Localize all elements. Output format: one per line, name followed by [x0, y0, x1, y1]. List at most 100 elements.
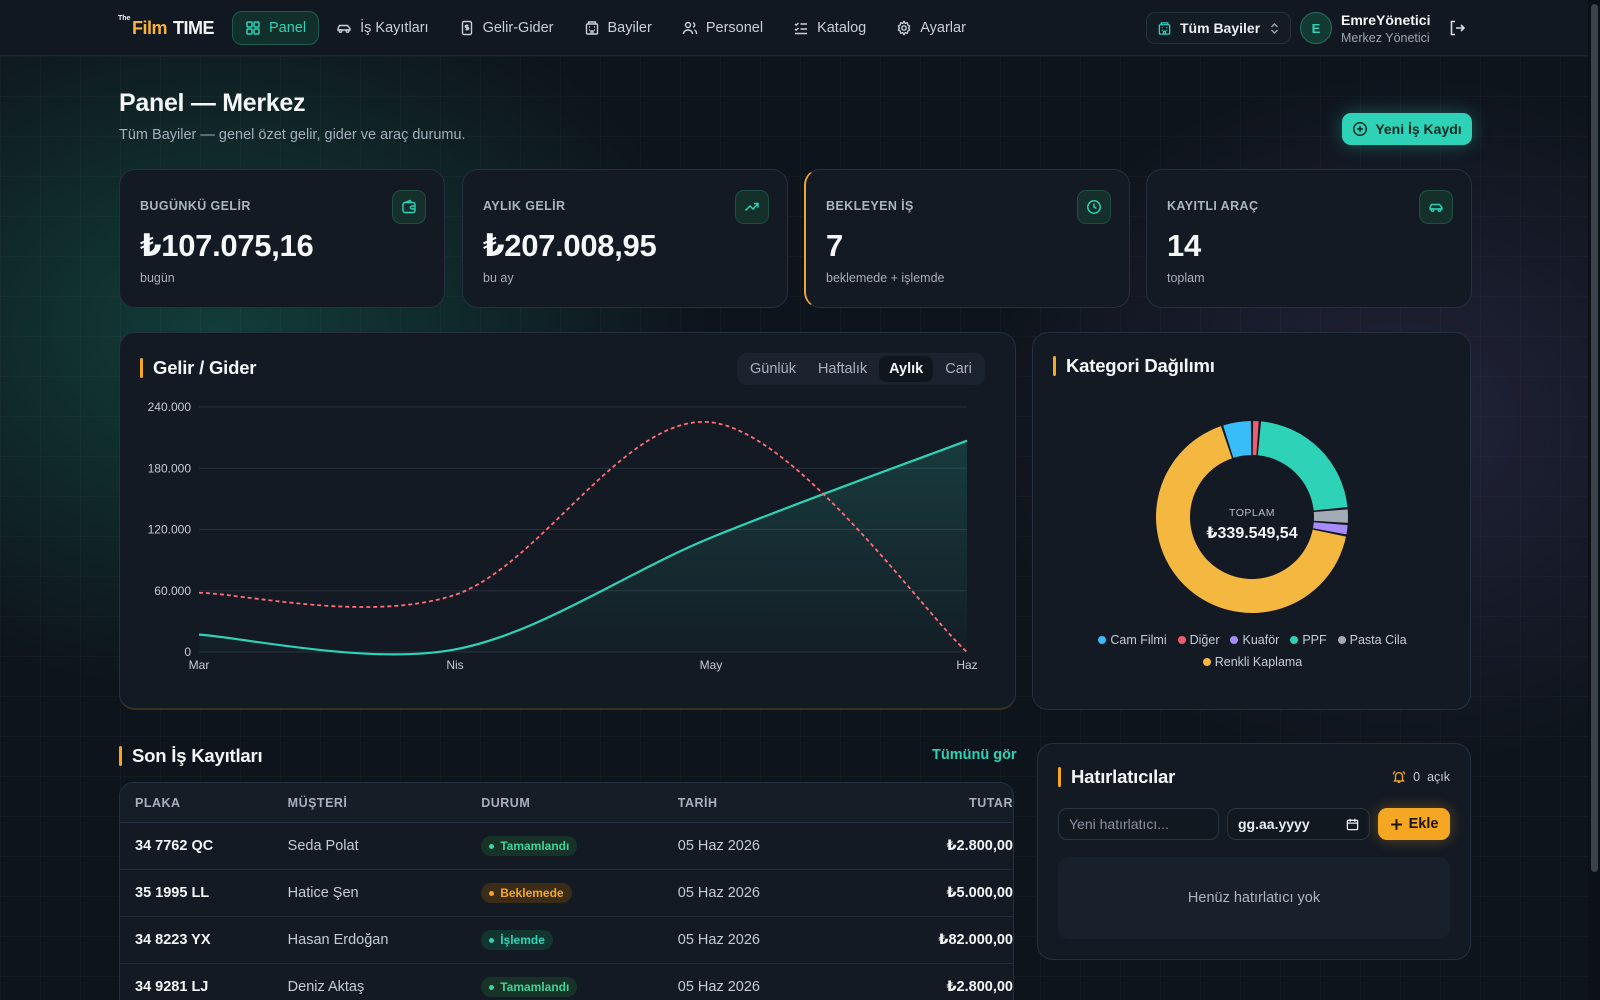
column-header-amount[interactable]: TUTAR — [969, 795, 1013, 810]
row-customer: Deniz Aktaş — [287, 979, 365, 995]
donut-slice-renkli-kaplama — [1156, 426, 1346, 613]
donut-center-label: TOPLAM — [1229, 507, 1275, 519]
logo-time: TIME — [173, 18, 215, 38]
column-header-status[interactable]: DURUM — [481, 795, 531, 810]
stat-sub: bugün — [140, 271, 175, 285]
logo-film: Film — [132, 18, 168, 38]
donut-title: Kategori Dağılımı — [1053, 355, 1215, 377]
range-selector: Günlük Haftalık Aylık Cari — [737, 353, 985, 385]
brand-logo[interactable]: The Film TIME — [118, 15, 218, 41]
donut-slice-diger — [1252, 421, 1259, 456]
users-icon — [682, 21, 698, 35]
row-plate: 34 7762 QC — [135, 838, 214, 854]
legend-label: Cam Filmi — [1110, 633, 1167, 647]
row-date: 05 Haz 2026 — [677, 885, 760, 901]
see-all-link[interactable]: Tümünü gör — [932, 747, 1017, 763]
reminders-count-suffix: açık — [1427, 770, 1450, 784]
title-accent-bar — [119, 746, 122, 766]
car-icon — [1419, 190, 1453, 224]
reminder-date-field[interactable]: gg.aa.yyyy — [1227, 808, 1370, 840]
column-header-plate[interactable]: PLAKA — [135, 795, 181, 810]
stat-label: KAYITLI ARAÇ — [1167, 199, 1259, 213]
logout-icon[interactable] — [1447, 18, 1467, 38]
table-row[interactable]: 35 1995 LL Hatice Şen Beklemede 05 Haz 2… — [120, 870, 1013, 917]
nav-item-staff[interactable]: Personel — [669, 11, 776, 45]
range-current[interactable]: Cari — [945, 361, 972, 377]
row-date: 05 Haz 2026 — [677, 979, 760, 995]
legend-label: Diğer — [1189, 633, 1220, 647]
recent-jobs-title-text: Son İş Kayıtları — [132, 745, 263, 766]
stat-sub: beklemede + işlemde — [826, 271, 945, 285]
nav-item-dealers[interactable]: Bayiler — [571, 11, 665, 45]
title-accent-bar — [1058, 767, 1061, 787]
scrollbar-thumb[interactable] — [1591, 4, 1598, 872]
status-text: Tamamlandı — [500, 839, 570, 854]
new-job-button[interactable]: Yeni İş Kaydı — [1342, 113, 1472, 145]
row-customer: Hatice Şen — [287, 885, 359, 901]
y-tick-label: 60.000 — [154, 584, 191, 598]
status-dot — [489, 843, 495, 849]
reminders-count: 0 açık — [1392, 770, 1450, 784]
reminder-date-placeholder: gg.aa.yyyy — [1238, 816, 1310, 832]
table-row[interactable]: 34 7762 QC Seda Polat Tamamlandı 05 Haz … — [120, 823, 1013, 870]
range-daily[interactable]: Günlük — [750, 361, 796, 377]
grid-icon — [246, 21, 260, 35]
plus-icon — [1390, 818, 1402, 830]
table-row[interactable]: 34 8223 YX Hasan Erdoğan İşlemde 05 Haz … — [120, 917, 1013, 964]
nav-item-label: İş Kayıtları — [360, 20, 429, 36]
status-badge: Tamamlandı — [481, 977, 578, 998]
column-header-date[interactable]: TARİH — [677, 795, 718, 810]
nav-item-jobs[interactable]: İş Kayıtları — [323, 11, 442, 45]
status-text: Tamamlandı — [500, 980, 570, 995]
y-tick-label: 120.000 — [148, 523, 192, 537]
x-tick-label: May — [700, 658, 723, 672]
nav-item-catalog[interactable]: Katalog — [780, 11, 879, 45]
table-header: PLAKA MÜŞTERİ DURUM TARİH TUTAR — [120, 783, 1013, 823]
avatar[interactable]: E — [1300, 12, 1332, 44]
row-plate: 35 1995 LL — [135, 885, 210, 901]
nav-item-panel[interactable]: Panel — [232, 11, 320, 45]
add-reminder-button[interactable]: Ekle — [1378, 808, 1450, 840]
x-tick-label: Haz — [956, 658, 977, 672]
legend-item[interactable]: Kuaför — [1230, 633, 1279, 647]
legend-item[interactable]: Diğer — [1177, 633, 1220, 647]
calendar-icon[interactable] — [1346, 818, 1359, 831]
main-nav: Panel İş Kayıtları Gelir-Gider Bayiler P… — [232, 11, 979, 45]
donut-slice-kuafor — [1312, 522, 1348, 535]
y-tick-label: 180.000 — [148, 461, 192, 475]
gear-icon — [897, 20, 911, 36]
status-dot — [489, 984, 495, 990]
category-donut-chart — [1156, 421, 1348, 613]
branch-select-value: Tüm Bayiler — [1180, 20, 1261, 36]
legend-label: Renkli Kaplama — [1214, 655, 1303, 669]
legend-item[interactable]: Renkli Kaplama — [1202, 655, 1303, 669]
nav-item-label: Ayarlar — [920, 20, 966, 36]
nav-item-label: Gelir-Gider — [482, 20, 554, 36]
stat-label: BEKLEYEN İŞ — [826, 199, 914, 213]
row-plate: 34 9281 LJ — [135, 979, 209, 995]
new-reminder-input[interactable] — [1058, 808, 1219, 840]
range-monthly[interactable]: Aylık — [879, 356, 934, 382]
reminders-card: Hatırlatıcılar 0 açık gg.aa.yyyy Ekle He… — [1037, 743, 1471, 960]
table-row[interactable]: 34 9281 LJ Deniz Aktaş Tamamlandı 05 Haz… — [120, 964, 1013, 1000]
column-header-customer[interactable]: MÜŞTERİ — [287, 795, 348, 810]
row-plate: 34 8223 YX — [135, 932, 211, 948]
chart-title: Gelir / Gider — [140, 357, 256, 379]
reminders-count-value: 0 — [1413, 770, 1421, 784]
status-badge: Beklemede — [481, 883, 572, 904]
expense-line — [198, 421, 968, 653]
nav-item-finance[interactable]: Gelir-Gider — [446, 11, 567, 45]
stat-value: ₺207.008,95 — [483, 228, 657, 263]
branch-select[interactable]: Tüm Bayiler — [1146, 12, 1291, 44]
donut-legend: Cam Filmi Diğer Kuaför PPF Pasta Cila Renkli … — [1053, 633, 1452, 669]
nav-item-settings[interactable]: Ayarlar — [883, 11, 979, 45]
income-expense-card: Gelir / Gider Günlük Haftalık Aylık Cari… — [119, 332, 1016, 710]
row-date: 05 Haz 2026 — [677, 932, 760, 948]
legend-item[interactable]: Cam Filmi — [1098, 633, 1167, 647]
bell-icon — [1392, 770, 1406, 783]
range-weekly[interactable]: Haftalık — [817, 361, 868, 377]
legend-item[interactable]: Pasta Cila — [1337, 633, 1407, 647]
legend-item[interactable]: PPF — [1290, 633, 1327, 647]
recent-jobs-table: PLAKA MÜŞTERİ DURUM TARİH TUTAR 34 7762 … — [119, 782, 1014, 1000]
page-subtitle: Tüm Bayiler — genel özet gelir, gider ve… — [119, 127, 466, 143]
